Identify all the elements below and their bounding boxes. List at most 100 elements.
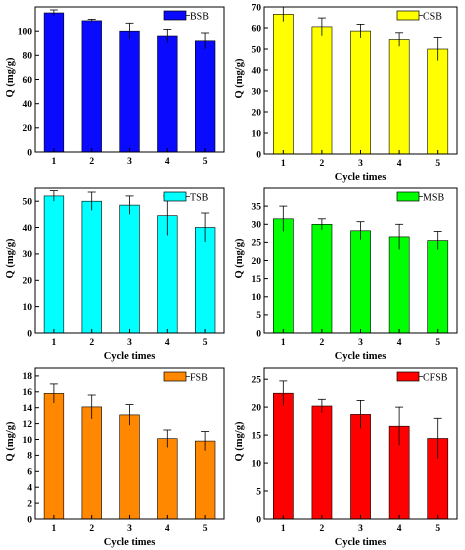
panel-2: 0 10 20 30 40 50 60 70 1 2 3 4 5 Q (mg/g) Cycle times C… (234, 3, 458, 183)
bar (119, 204, 140, 334)
y-tick-label: 10 (252, 459, 262, 469)
x-tick-label: 5 (435, 159, 440, 169)
x-tick-label: 4 (397, 338, 402, 348)
x-tick-label: 5 (435, 524, 440, 534)
legend-label: FSB (190, 373, 208, 384)
x-tick-label: 3 (358, 524, 363, 534)
y-tick-label: 4 (27, 484, 32, 494)
x-tick-label: 4 (165, 524, 170, 534)
x-tick-label: 3 (358, 338, 363, 348)
y-tick-label: 12 (23, 420, 33, 430)
x-tick-label: 4 (397, 524, 402, 534)
panel-6: 0 5 10 15 20 25 1 2 3 4 5 Q (mg/g) Cycle times CFSB (234, 367, 458, 548)
y-tick-label: 18 (23, 372, 33, 382)
x-tick-label: 2 (320, 159, 325, 169)
y-axis-title: Q (mg/g) (5, 421, 16, 461)
y-tick-label: 20 (252, 108, 262, 118)
y-tick-label: 20 (252, 257, 262, 267)
x-tick-label: 2 (89, 338, 94, 348)
y-tick-label: 0 (256, 329, 261, 339)
y-tick-label: 10 (252, 129, 262, 139)
x-tick-label: 2 (89, 524, 94, 534)
y-tick-label: 10 (23, 303, 33, 313)
bar (388, 39, 410, 155)
panel-4: 0 5 10 15 20 25 30 35 1 2 3 4 5 Q (mg/g) Cycle times MS… (234, 187, 458, 362)
legend-label: CFSB (423, 373, 448, 384)
bar (81, 406, 102, 520)
x-tick-label: 4 (165, 338, 170, 348)
bar (195, 40, 216, 153)
y-axis-title: Q (mg/g) (5, 238, 16, 278)
y-tick-label: 60 (23, 76, 33, 86)
y-tick-label: 5 (256, 311, 261, 321)
bar (311, 405, 333, 520)
y-tick-label: 25 (252, 239, 262, 249)
y-tick-label: 0 (27, 515, 32, 525)
y-tick-label: 20 (23, 124, 33, 134)
bar (427, 48, 449, 155)
y-tick-label: 40 (23, 100, 33, 110)
y-tick-label: 15 (252, 275, 262, 285)
y-axis-title: Q (mg/g) (234, 421, 245, 461)
bar (311, 224, 333, 334)
x-tick-label: 4 (397, 159, 402, 169)
x-axis-title: Cycle times (104, 351, 156, 362)
y-tick-label: 70 (252, 3, 262, 13)
y-tick-label: 100 (18, 28, 33, 38)
y-tick-label: 5 (256, 487, 261, 497)
y-tick-label: 8 (27, 452, 32, 462)
bar (43, 195, 65, 334)
y-tick-label: 10 (23, 436, 33, 446)
bar (272, 14, 294, 155)
x-axis-title: Cycle times (335, 172, 387, 183)
legend-swatch (163, 10, 187, 21)
panel-3: 0 10 20 30 40 50 1 2 3 4 5 Q (mg/g) Cycle times TSB (5, 187, 225, 362)
legend-label: MSB (423, 193, 444, 204)
bar (195, 227, 216, 334)
y-tick-label: 50 (23, 198, 33, 208)
x-tick-label: 4 (165, 157, 170, 167)
bar (157, 438, 178, 520)
x-tick-label: 1 (281, 338, 286, 348)
y-tick-label: 10 (252, 293, 262, 303)
bar (119, 30, 140, 153)
bar (272, 218, 294, 334)
y-tick-label: 6 (27, 468, 32, 478)
y-tick-label: 0 (27, 148, 32, 158)
y-tick-label: 20 (252, 403, 262, 413)
x-tick-label: 2 (320, 338, 325, 348)
y-axis-title: Q (mg/g) (234, 238, 245, 278)
bar (350, 30, 371, 155)
x-tick-label: 5 (203, 524, 208, 534)
x-tick-label: 3 (127, 157, 132, 167)
x-tick-label: 5 (203, 338, 208, 348)
bar (157, 35, 178, 153)
bar (272, 392, 294, 520)
y-tick-label: 50 (252, 45, 262, 55)
y-axis-title: Q (mg/g) (234, 58, 245, 98)
legend-swatch (396, 371, 420, 382)
x-tick-label: 1 (52, 157, 57, 167)
y-tick-label: 30 (252, 221, 262, 231)
bar (43, 393, 65, 520)
y-tick-label: 14 (23, 404, 33, 414)
x-tick-label: 3 (358, 159, 363, 169)
legend-label: CSB (423, 12, 442, 23)
bar (350, 230, 371, 334)
x-tick-label: 5 (203, 157, 208, 167)
legend-swatch (163, 191, 187, 202)
x-tick-label: 3 (127, 524, 132, 534)
y-tick-label: 60 (252, 24, 262, 34)
x-tick-label: 1 (281, 524, 286, 534)
y-tick-label: 80 (23, 52, 33, 62)
bar (43, 12, 65, 153)
x-tick-label: 2 (320, 524, 325, 534)
bar (195, 440, 216, 520)
y-tick-label: 2 (27, 499, 32, 509)
legend-label: BSB (190, 12, 209, 23)
y-tick-label: 25 (252, 376, 262, 386)
bar (311, 26, 333, 155)
y-tick-label: 0 (256, 150, 261, 160)
y-tick-label: 0 (256, 515, 261, 525)
